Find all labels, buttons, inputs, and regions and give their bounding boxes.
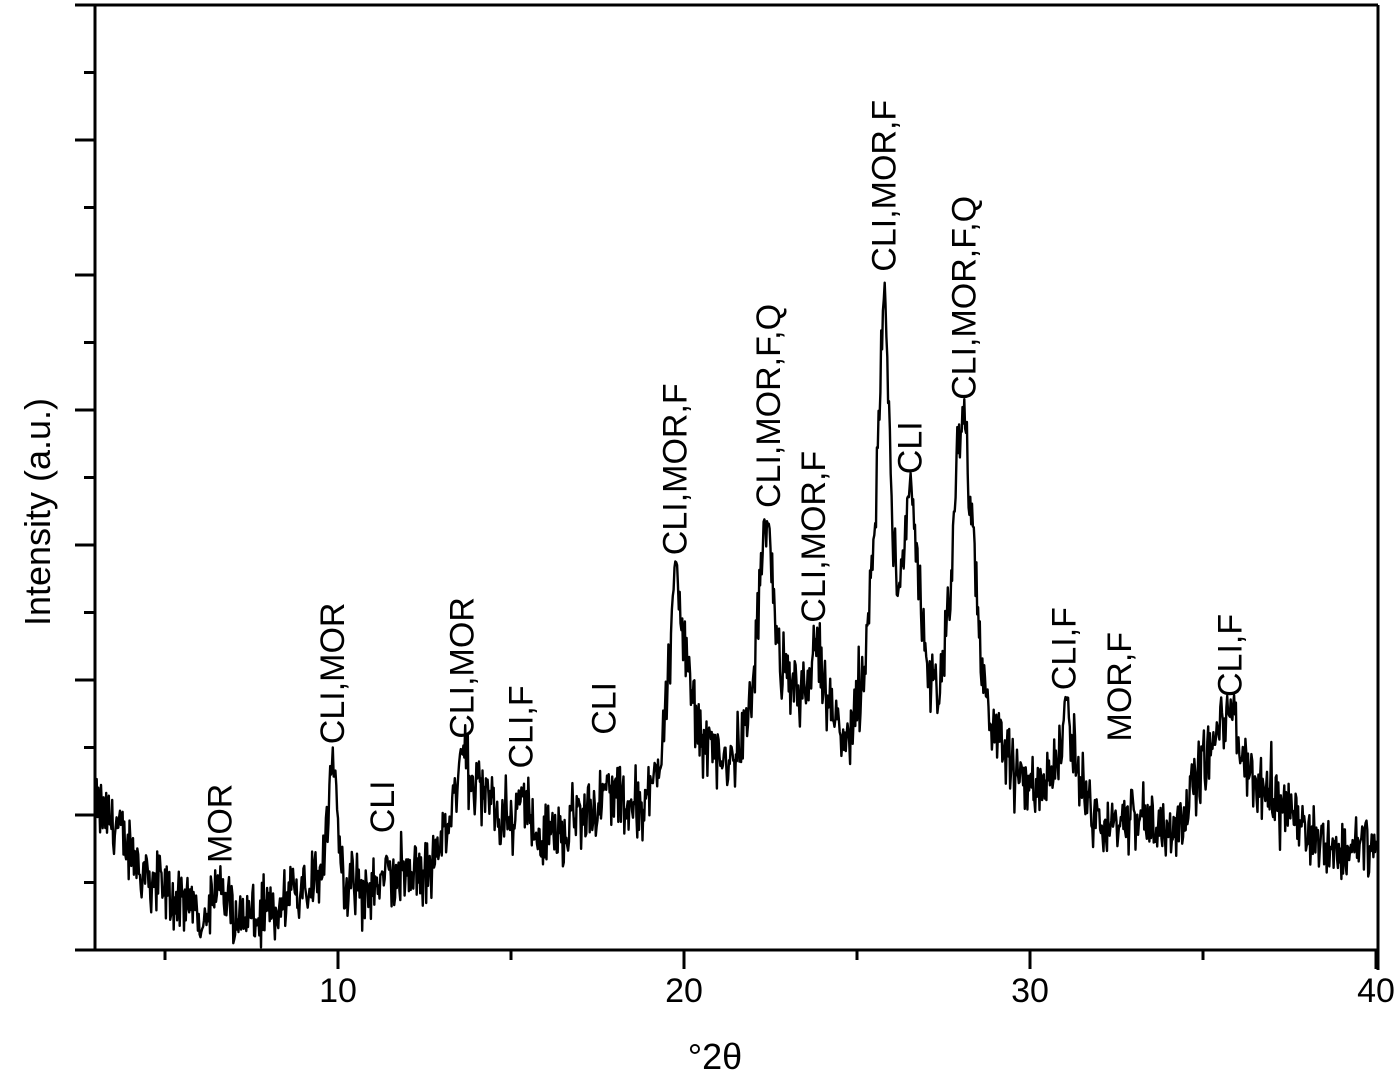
x-tick-label: 30 bbox=[1011, 972, 1049, 1010]
peak-label: CLI bbox=[892, 421, 930, 474]
y-axis-ticks bbox=[75, 3, 95, 952]
x-tick-label: 10 bbox=[319, 972, 357, 1010]
peak-label: CLI,F bbox=[502, 685, 540, 768]
x-axis-ticks bbox=[163, 950, 1378, 969]
x-tick-label: 20 bbox=[665, 972, 703, 1010]
x-tick-label: 40 bbox=[1357, 972, 1395, 1010]
peak-label: CLI,MOR,F bbox=[795, 451, 833, 623]
peak-label: CLI,MOR,F bbox=[656, 383, 694, 555]
peak-label: CLI,F bbox=[1212, 614, 1250, 697]
peak-label: CLI bbox=[364, 780, 402, 833]
x-axis-tick-labels: 10 20 30 40 bbox=[319, 972, 1395, 1010]
y-axis-title: Intensity (a.u.) bbox=[17, 397, 58, 627]
peak-label: MOR,F bbox=[1101, 632, 1139, 742]
peak-label: CLI,MOR,F,Q bbox=[945, 196, 983, 400]
peak-label: MOR bbox=[201, 784, 239, 863]
peak-label: CLI,F bbox=[1046, 607, 1084, 690]
peak-label: CLI,MOR,F bbox=[866, 100, 904, 272]
peak-label: CLI,MOR bbox=[314, 603, 352, 745]
x-axis-title: °2θ bbox=[687, 1036, 743, 1077]
peak-label: CLI bbox=[585, 682, 623, 735]
peak-label: CLI,MOR bbox=[444, 597, 482, 739]
peak-label: CLI,MOR,F,Q bbox=[750, 304, 788, 508]
xrd-trace-line bbox=[94, 281, 1378, 949]
